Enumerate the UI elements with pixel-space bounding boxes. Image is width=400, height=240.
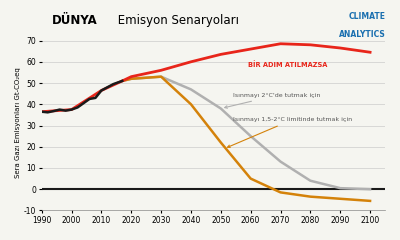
Text: DÜNYA: DÜNYA [52, 14, 98, 27]
Text: ANALYTICS: ANALYTICS [339, 30, 386, 39]
Text: Isınmayı 1,5-2°C limitinde tutmak için: Isınmayı 1,5-2°C limitinde tutmak için [228, 117, 352, 147]
Text: CLIMATE: CLIMATE [349, 12, 386, 21]
Text: Isınmayı 2°C'de tutmak için: Isınmayı 2°C'de tutmak için [225, 93, 320, 108]
Text: BİR ADIM ATILMAZSA: BİR ADIM ATILMAZSA [248, 61, 327, 68]
Y-axis label: Sera Gazı Emisyonları Gt-CO₂eq: Sera Gazı Emisyonları Gt-CO₂eq [15, 67, 21, 178]
Text: Emisyon Senaryoları: Emisyon Senaryoları [114, 14, 239, 27]
